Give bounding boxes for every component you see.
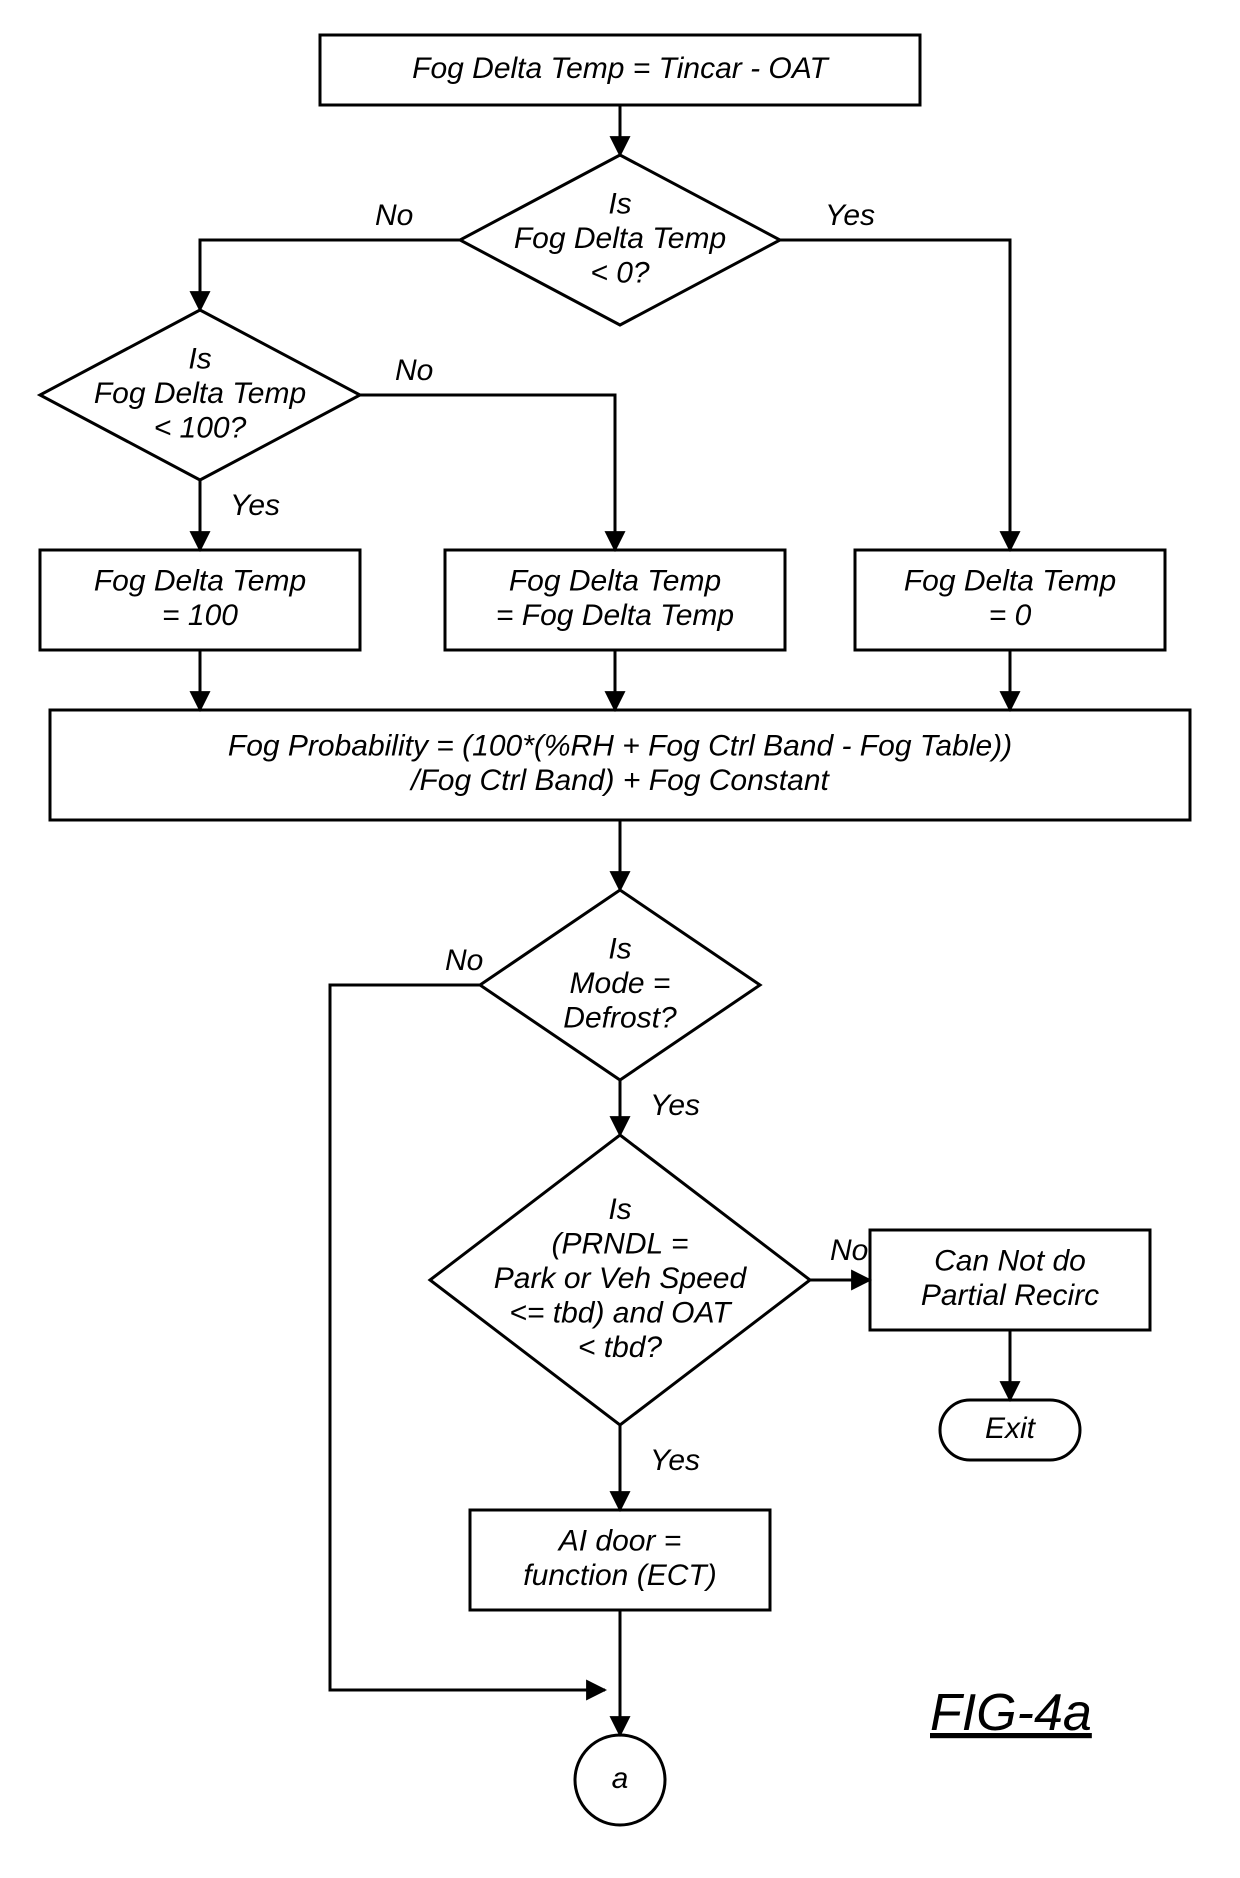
edge-d_lt100-r_same: [360, 395, 615, 550]
r0-line-0: Fog Delta Temp: [904, 565, 1116, 598]
d_prndl-line-2: Park or Veh Speed: [494, 1262, 748, 1295]
d_lt0-line-1: Fog Delta Temp: [514, 222, 726, 255]
r_same: Fog Delta Temp= Fog Delta Temp: [445, 550, 785, 650]
t_exit-line-0: Exit: [985, 1412, 1037, 1445]
d_lt100: IsFog Delta Temp< 100?: [40, 310, 360, 480]
d_prndl: Is(PRNDL =Park or Veh Speed<= tbd) and O…: [430, 1135, 810, 1425]
r_same-line-1: = Fog Delta Temp: [496, 599, 734, 632]
r_same-line-0: Fog Delta Temp: [509, 565, 721, 598]
r0: Fog Delta Temp= 0: [855, 550, 1165, 650]
edge-d_lt0-d_lt100: [200, 240, 460, 310]
d_lt0-line-2: < 0?: [590, 256, 650, 289]
c_a-line-0: a: [612, 1762, 629, 1795]
r_cant-line-1: Partial Recirc: [921, 1279, 1099, 1312]
n_start-line-0: Fog Delta Temp = Tincar - OAT: [412, 52, 830, 85]
edge-label-d_prndl-r_cant: No: [830, 1234, 868, 1267]
d_lt0-line-0: Is: [608, 187, 631, 220]
d_lt100-line-2: < 100?: [154, 411, 247, 444]
r_prob: Fog Probability = (100*(%RH + Fog Ctrl B…: [50, 710, 1190, 820]
d_prndl-line-0: Is: [608, 1193, 631, 1226]
d_def-line-0: Is: [608, 932, 631, 965]
edge-label-d_lt100-r100: Yes: [230, 489, 280, 522]
r_ai-line-1: function (ECT): [523, 1559, 716, 1592]
d_prndl-line-3: <= tbd) and OAT: [509, 1296, 733, 1329]
d_lt0: IsFog Delta Temp< 0?: [460, 155, 780, 325]
r100: Fog Delta Temp= 100: [40, 550, 360, 650]
edge-label-d_lt100-r_same: No: [395, 354, 433, 387]
r100-line-0: Fog Delta Temp: [94, 565, 306, 598]
edge-label-d_lt0-r0: Yes: [825, 199, 875, 232]
edge-label-d_prndl-r_ai: Yes: [650, 1444, 700, 1477]
r_ai: AI door =function (ECT): [470, 1510, 770, 1610]
edge-d_lt0-r0: [780, 240, 1010, 550]
d_def-line-1: Mode =: [570, 967, 671, 1000]
r_ai-line-0: AI door =: [557, 1525, 682, 1558]
r_cant: Can Not doPartial Recirc: [870, 1230, 1150, 1330]
d_lt100-line-1: Fog Delta Temp: [94, 377, 306, 410]
figure-label: FIG-4a: [930, 1684, 1092, 1742]
c_a: a: [575, 1735, 665, 1825]
d_prndl-line-4: < tbd?: [578, 1331, 663, 1364]
r100-line-1: = 100: [162, 599, 238, 632]
r_prob-line-0: Fog Probability = (100*(%RH + Fog Ctrl B…: [228, 730, 1012, 763]
edge-label-d_def-join: No: [445, 944, 483, 977]
d_prndl-line-1: (PRNDL =: [552, 1227, 689, 1260]
r_cant-line-0: Can Not do: [934, 1245, 1086, 1278]
edge-label-d_lt0-d_lt100: No: [375, 199, 413, 232]
t_exit: Exit: [940, 1400, 1080, 1460]
edge-label-d_def-d_prndl: Yes: [650, 1089, 700, 1122]
r_prob-line-1: /Fog Ctrl Band) + Fog Constant: [409, 764, 830, 797]
d_def-line-2: Defrost?: [563, 1001, 677, 1034]
d_def: IsMode =Defrost?: [480, 890, 760, 1080]
r0-line-1: = 0: [989, 599, 1032, 632]
n_start: Fog Delta Temp = Tincar - OAT: [320, 35, 920, 105]
d_lt100-line-0: Is: [188, 342, 211, 375]
